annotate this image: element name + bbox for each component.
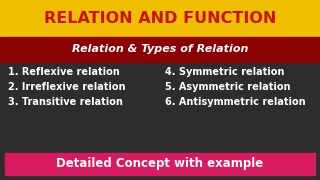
Text: 5. Asymmetric relation: 5. Asymmetric relation bbox=[165, 82, 291, 92]
Text: Relation & Types of Relation: Relation & Types of Relation bbox=[72, 44, 248, 55]
Text: RELATION AND FUNCTION: RELATION AND FUNCTION bbox=[44, 11, 276, 26]
Text: 3. Transitive relation: 3. Transitive relation bbox=[8, 97, 123, 107]
Text: 1. Reflexive relation: 1. Reflexive relation bbox=[8, 67, 120, 77]
Text: 6. Antisymmetric relation: 6. Antisymmetric relation bbox=[165, 97, 306, 107]
Bar bbox=[5, 153, 315, 175]
Text: 2. Irreflexive relation: 2. Irreflexive relation bbox=[8, 82, 125, 92]
Bar bbox=[0, 37, 320, 62]
Text: 4. Symmetric relation: 4. Symmetric relation bbox=[165, 67, 284, 77]
Text: Detailed Concept with example: Detailed Concept with example bbox=[56, 158, 264, 170]
Bar bbox=[0, 0, 320, 37]
